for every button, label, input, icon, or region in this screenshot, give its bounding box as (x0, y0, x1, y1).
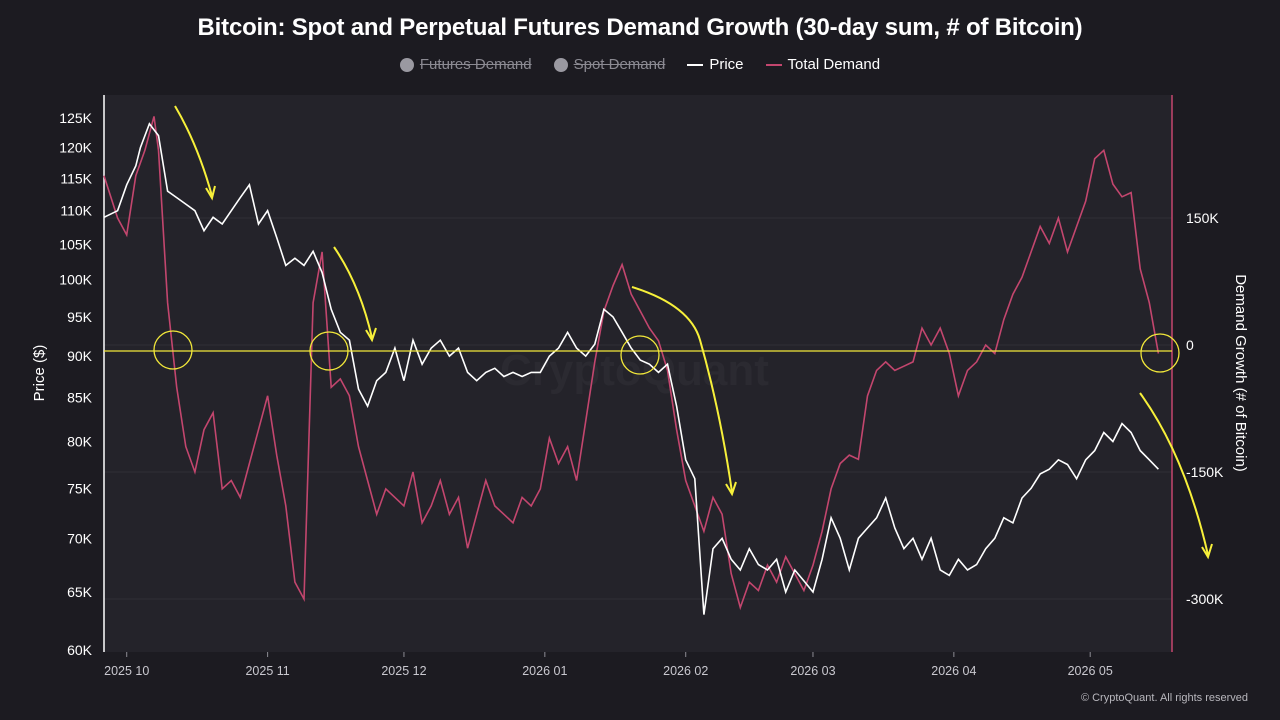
annotation-circle (309, 331, 349, 371)
x-tick-label: 2026 01 (522, 664, 567, 678)
y-left-tick-label: 100K (59, 272, 92, 288)
y-right-tick-label: -150K (1186, 464, 1224, 480)
y-left-tick-label: 85K (67, 390, 93, 406)
legend-label: Price (709, 56, 744, 73)
y-axis-right-label: Demand Growth (# of Bitcoin) (1232, 274, 1249, 472)
legend-item-spot-demand[interactable]: Spot Demand (553, 56, 666, 73)
annotation-arrow-icon (174, 105, 213, 197)
x-tick-label: 2025 10 (104, 664, 149, 678)
chart-title: Bitcoin: Spot and Perpetual Futures Dema… (197, 14, 1083, 41)
y-left-tick-label: 65K (67, 584, 93, 600)
y-right-tick-label: 0 (1186, 337, 1194, 353)
annotation-arrows (174, 105, 1213, 560)
y-right-tick-label: 150K (1186, 210, 1219, 226)
x-tick-label: 2026 03 (790, 664, 835, 678)
annotation-arrow-icon (1139, 392, 1209, 556)
copyright: © CryptoQuant. All rights reserved (1080, 692, 1248, 704)
y-left-tick-label: 75K (67, 480, 93, 496)
annotation-arrow-head-icon (1201, 543, 1213, 560)
x-tick-label: 2026 02 (663, 664, 708, 678)
gridlines (104, 217, 1172, 600)
chart-legend: Futures Demand Spot Demand Price Total D… (0, 56, 1280, 73)
legend-line-icon (765, 63, 782, 66)
y-left-tick-label: 110K (60, 203, 92, 219)
x-tick-label: 2025 12 (381, 664, 426, 678)
y-right-tick-label: -300K (1186, 591, 1224, 607)
legend-dot-icon (399, 57, 414, 72)
y-left-tick-label: 115K (60, 170, 92, 186)
x-tick-label: 2025 11 (245, 664, 289, 678)
y-left-tick-label: 80K (67, 433, 93, 449)
watermark: CryptoQuant (500, 346, 769, 395)
legend-item-price[interactable]: Price (687, 56, 744, 73)
y-left-tick-label: 120K (59, 140, 92, 156)
x-tick-label: 2026 05 (1068, 664, 1113, 678)
annotation-arrow-icon (333, 246, 373, 339)
legend-item-futures-demand[interactable]: Futures Demand (399, 56, 532, 73)
y-axis-left-label: Price ($) (31, 345, 48, 402)
y-left-tick-label: 105K (59, 236, 92, 252)
legend-label: Spot Demand (573, 56, 666, 73)
annotation-circle (153, 330, 193, 370)
left-axis-ticks: 125K 120K 115K 110K 105K 100K 95K 90K 85K 80K 75K 7… (59, 110, 92, 658)
y-left-tick-label: 95K (67, 309, 93, 325)
legend-item-total-demand[interactable]: Total Demand (765, 56, 881, 73)
annotation-circle (620, 335, 660, 375)
annotation-circle (1140, 333, 1180, 373)
series-line-price (103, 122, 1159, 615)
x-axis-ticks: 2025 10 2025 11 2025 12 2026 01 2026 02 2026 … (104, 652, 1113, 678)
legend-label: Futures Demand (419, 56, 532, 73)
annotation-arrow-head-icon (725, 481, 737, 497)
annotation-arrow-icon (631, 286, 733, 493)
y-left-tick-label: 125K (59, 110, 92, 126)
y-left-tick-label: 70K (67, 530, 93, 546)
x-tick-label: 2026 04 (931, 664, 976, 678)
annotation-arrow-head-icon (365, 327, 377, 343)
y-left-tick-label: 90K (67, 348, 93, 364)
legend-line-icon (687, 63, 704, 66)
legend-dot-icon (553, 57, 568, 72)
y-left-tick-label: 60K (67, 642, 93, 658)
legend-label: Total Demand (787, 56, 881, 73)
annotation-arrow-head-icon (205, 185, 216, 201)
right-axis-ticks: 150K 0 -150K -300K (1186, 210, 1224, 607)
